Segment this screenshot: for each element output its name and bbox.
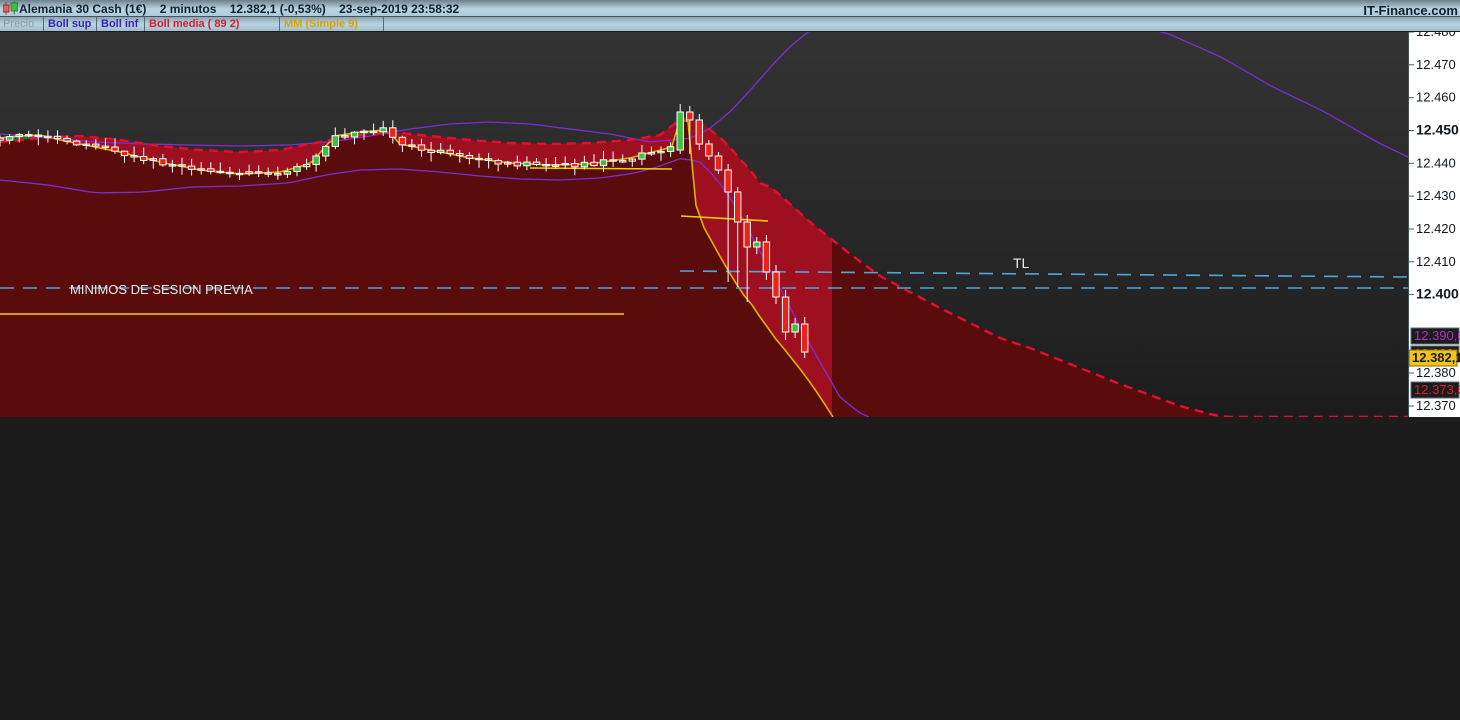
svg-text:12.400: 12.400 [1416,286,1459,302]
svg-text:12.460: 12.460 [1416,90,1456,105]
svg-text:12.370: 12.370 [1416,398,1456,413]
svg-text:MINIMOS DE SESION PREVIA: MINIMOS DE SESION PREVIA [70,282,253,297]
svg-text:12.380: 12.380 [1416,365,1456,380]
svg-text:12.440: 12.440 [1416,155,1456,170]
svg-text:12.373,6: 12.373,6 [1414,382,1460,397]
svg-text:12.480: 12.480 [1416,32,1456,39]
svg-text:12.410: 12.410 [1416,254,1456,269]
svg-text:12.420: 12.420 [1416,221,1456,236]
svg-text:12.382,1: 12.382,1 [1412,350,1460,365]
svg-text:12.470: 12.470 [1416,57,1456,72]
svg-text:12.450: 12.450 [1416,122,1459,138]
svg-text:12.430: 12.430 [1416,188,1456,203]
svg-text:TL: TL [1013,255,1030,271]
svg-text:12.390,6: 12.390,6 [1414,328,1460,343]
